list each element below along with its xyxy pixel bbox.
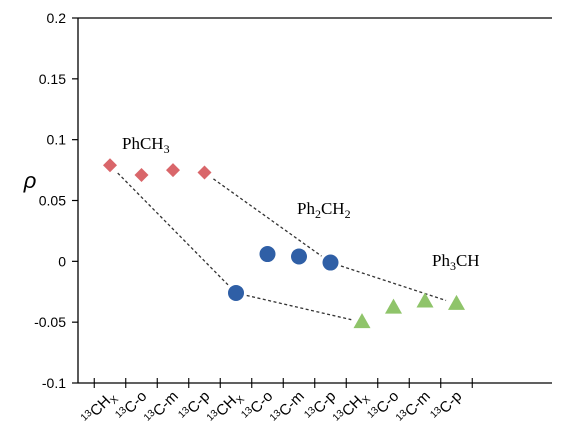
point-Ph2CH2 bbox=[259, 246, 276, 263]
point-PhCH3 bbox=[134, 167, 149, 182]
axes bbox=[72, 17, 552, 388]
point-Ph3CH bbox=[353, 313, 371, 329]
y-tick-label: 0.2 bbox=[47, 10, 67, 26]
point-Ph3CH bbox=[416, 292, 434, 308]
point-Ph2CH2 bbox=[322, 254, 339, 271]
x-tick-label: 13C-m bbox=[268, 388, 308, 428]
connector-cp-1 bbox=[213, 178, 322, 257]
y-tick-label: 0.05 bbox=[39, 193, 66, 209]
x-tick-label: 13C-p bbox=[428, 388, 465, 425]
point-Ph2CH2 bbox=[291, 248, 307, 265]
series-label-Ph3CH: Ph3CH bbox=[432, 251, 480, 273]
data-points bbox=[103, 158, 465, 329]
connector-cp-2 bbox=[340, 265, 447, 302]
point-PhCH3 bbox=[103, 158, 117, 173]
x-tick-label: 13CHX bbox=[79, 388, 121, 430]
connector-lines bbox=[117, 172, 447, 321]
point-Ph2CH2 bbox=[228, 284, 244, 301]
x-tick-label: 13C-m bbox=[142, 388, 182, 428]
series-labels: PhCH3 Ph2CH2 Ph3CH bbox=[122, 134, 480, 273]
x-tick-labels: 13CHX13C-o13C-m13C-p13CHX13C-o13C-m13C-p… bbox=[79, 388, 465, 430]
x-tick-label: 13CHX bbox=[331, 388, 373, 430]
y-tick-labels: 0.2 0.15 0.1 0.05 0 -0.05 -0.1 bbox=[34, 10, 66, 391]
series-label-PhCH3: PhCH3 bbox=[122, 134, 170, 156]
point-Ph3CH bbox=[385, 298, 402, 314]
y-axis-label: ρ bbox=[23, 168, 37, 193]
point-Ph3CH bbox=[448, 294, 465, 310]
point-PhCH3 bbox=[197, 165, 212, 180]
connector-chx-2 bbox=[246, 294, 352, 321]
point-PhCH3 bbox=[166, 163, 180, 178]
y-tick-label: 0.1 bbox=[47, 132, 67, 148]
y-tick-label: -0.05 bbox=[34, 314, 66, 330]
y-tick-label: 0.15 bbox=[39, 71, 66, 87]
x-tick-label: 13C-m bbox=[394, 388, 434, 428]
series-label-Ph2CH2: Ph2CH2 bbox=[297, 199, 351, 221]
y-tick-label: -0.1 bbox=[42, 375, 66, 391]
x-tick-label: 13CHX bbox=[205, 388, 247, 430]
connector-chx-1 bbox=[117, 172, 229, 286]
y-tick-label: 0 bbox=[58, 253, 66, 269]
